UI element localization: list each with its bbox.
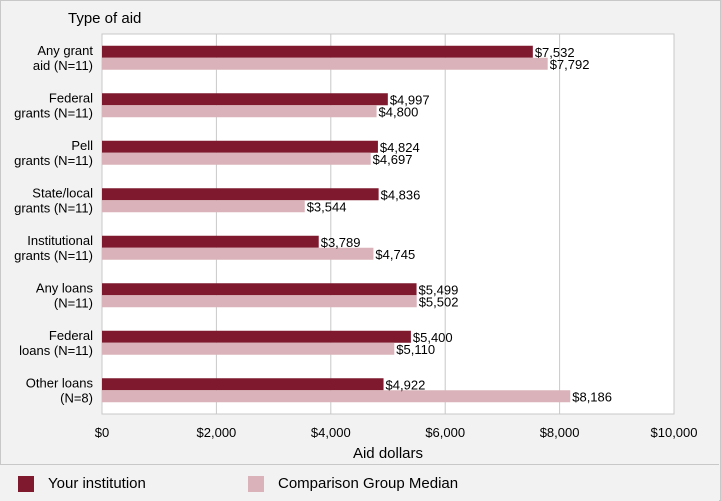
legend-item-your-institution: Your institution: [18, 475, 146, 492]
bar: [102, 235, 319, 248]
data-label: $4,824: [380, 140, 420, 155]
legend-swatch-your-institution: [18, 475, 34, 492]
bar: [102, 247, 374, 260]
data-label: $4,697: [373, 152, 413, 167]
y-category-label: Federal grants (N=11): [14, 90, 93, 120]
bar-chart: $7,532 $4,997 $4,824 $4,836 $3,789 $5,499 $5,4…: [14, 10, 698, 462]
x-tick-label: $0: [95, 425, 109, 440]
plot-area: [101, 33, 675, 415]
data-label: $4,922: [386, 377, 426, 392]
data-label: $5,400: [413, 330, 453, 345]
bar: [102, 295, 417, 308]
data-label: $5,110: [396, 342, 435, 357]
bar: [102, 152, 371, 165]
y-category-label: Institutional grants (N=11): [14, 233, 93, 263]
legend-label-comparison-group: Comparison Group Median: [278, 475, 459, 492]
chart-title: Type of aid: [68, 10, 141, 27]
data-label: $4,836: [381, 187, 421, 202]
legend: Your institution Comparison Group Median: [0, 464, 719, 501]
y-category-label: Federal loans (N=11): [19, 328, 93, 358]
y-category-label: State/local grants (N=11): [14, 185, 93, 215]
x-tick-label: $4,000: [311, 425, 351, 440]
bar: [102, 342, 395, 355]
x-tick-label: $8,000: [540, 425, 580, 440]
x-tick-label: $10,000: [651, 425, 698, 440]
data-label: $5,499: [419, 282, 459, 297]
bar: [102, 330, 411, 343]
data-label: $5,502: [419, 294, 459, 309]
bar: [102, 188, 379, 201]
data-label: $4,745: [375, 247, 415, 262]
bar: [102, 93, 388, 106]
y-category-label: Any loans (N=11): [36, 280, 94, 310]
data-label: $8,186: [572, 389, 612, 404]
x-tick-label: $2,000: [197, 425, 237, 440]
legend-item-comparison-group: Comparison Group Median: [248, 475, 458, 492]
bar: [102, 390, 571, 403]
y-category-label: Pell grants (N=11): [14, 138, 93, 168]
bar: [102, 140, 378, 153]
legend-label-your-institution: Your institution: [48, 475, 146, 492]
bar: [102, 378, 384, 391]
bar: [102, 200, 305, 213]
data-label: $4,800: [379, 104, 419, 119]
y-category-label: Other loans (N=8): [26, 375, 94, 405]
data-label: $3,544: [307, 199, 347, 214]
data-label: $3,789: [321, 235, 361, 250]
bar: [102, 105, 377, 118]
legend-swatch-comparison-group: [248, 475, 264, 492]
bar: [102, 45, 533, 58]
data-label: $7,792: [550, 57, 590, 72]
y-category-label: Any grant aid (N=11): [33, 43, 93, 73]
data-label: $7,532: [535, 45, 575, 60]
x-tick-label: $6,000: [425, 425, 465, 440]
x-axis-title: Aid dollars: [353, 445, 423, 462]
data-label: $4,997: [390, 92, 430, 107]
bar: [102, 283, 417, 296]
bar: [102, 57, 548, 70]
